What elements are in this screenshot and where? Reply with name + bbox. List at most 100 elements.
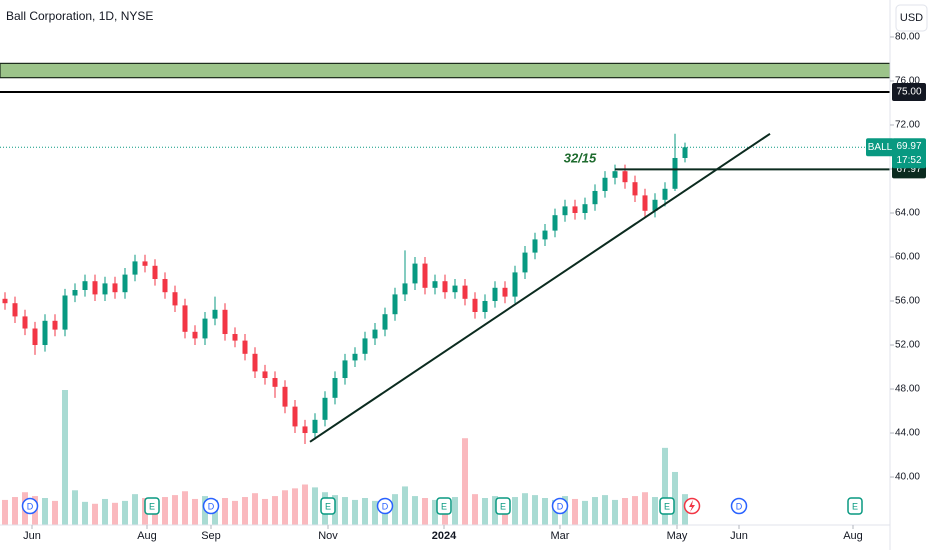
volume-bar — [592, 497, 598, 525]
candle-body — [392, 294, 398, 315]
candle-body — [382, 314, 388, 330]
candle-body — [162, 279, 168, 293]
candle-body — [492, 287, 498, 302]
volume-bar — [192, 498, 198, 525]
currency-button[interactable] — [895, 4, 928, 32]
candle-body — [552, 215, 558, 231]
event-label: D — [736, 501, 743, 511]
volume-bar — [622, 498, 628, 525]
volume-bar — [542, 498, 548, 525]
plot-area: 32/15 D E D E D E E D E D E — [0, 62, 891, 525]
volume-bar — [662, 447, 668, 525]
x-tick-label: Jun — [23, 530, 41, 542]
candle-body — [42, 320, 48, 346]
candle-body — [652, 199, 658, 211]
candle-body — [672, 157, 678, 189]
event-marker[interactable] — [495, 497, 511, 515]
candle-body — [342, 360, 348, 379]
candle-body — [82, 281, 88, 291]
volume-bar — [302, 484, 308, 525]
volume-bar — [292, 488, 298, 525]
candle-body — [362, 338, 368, 354]
event-marker[interactable] — [847, 497, 863, 515]
volume-bar — [522, 493, 528, 525]
trendline — [309, 132, 771, 443]
volume-bar — [352, 499, 358, 525]
y-tick-label: 60.00 — [895, 252, 920, 263]
y-tick-label: 52.00 — [895, 340, 920, 351]
event-label: D — [557, 501, 564, 511]
candle-body — [102, 283, 108, 295]
candle-body — [482, 301, 488, 313]
volume-bar — [102, 498, 108, 525]
x-tick-label: Jun — [730, 530, 748, 542]
volume-bar — [512, 497, 518, 525]
y-tick-label: 80.00 — [895, 32, 920, 43]
candle-body — [112, 283, 118, 293]
event-marker[interactable] — [144, 497, 160, 515]
candle-body — [292, 406, 298, 427]
resistance-label-box — [892, 82, 926, 101]
candle-body — [322, 397, 328, 420]
candle-body — [522, 252, 528, 273]
y-tick-label: 76.00 — [895, 76, 920, 87]
event-label: E — [325, 501, 331, 511]
volume-bar — [72, 490, 78, 525]
candle-body — [662, 188, 668, 200]
candle-body — [302, 426, 308, 434]
x-tick-label: 2024 — [432, 530, 457, 542]
x-tick-label: Nov — [318, 530, 338, 542]
volume-bar — [262, 498, 268, 525]
support-label: 67.97 — [896, 164, 921, 175]
volume-bar — [572, 498, 578, 525]
volume-bar — [492, 496, 498, 525]
candle-body — [572, 206, 578, 213]
candle-body — [242, 340, 248, 354]
volume-bar — [582, 500, 588, 525]
symbol-label: BALL — [868, 142, 893, 153]
candle-body — [62, 295, 68, 330]
event-marker — [21, 497, 39, 515]
x-tick-label: Mar — [551, 530, 570, 542]
volume-bar — [82, 501, 88, 525]
candle-body — [72, 290, 78, 296]
candle-body — [2, 298, 8, 304]
volume-bar — [612, 499, 618, 525]
y-tick-label: 72.00 — [895, 120, 920, 131]
event-marker[interactable] — [320, 497, 336, 515]
countdown: 17:52 — [896, 155, 921, 166]
x-tick-label: Aug — [843, 530, 863, 542]
event-marker[interactable] — [436, 497, 452, 515]
candle-body — [542, 230, 548, 240]
volume-bar — [112, 502, 118, 525]
candle-body — [152, 265, 158, 280]
candle-body — [312, 419, 318, 434]
event-label: D — [208, 501, 215, 511]
volume-bar — [632, 496, 638, 525]
volume-bar — [242, 497, 248, 525]
y-tick-label: 56.00 — [895, 296, 920, 307]
symbol-box — [866, 138, 894, 157]
candle-body — [642, 195, 648, 211]
candle-body — [172, 292, 178, 306]
candle-body — [272, 378, 278, 387]
event-marker — [202, 497, 220, 515]
event-label: E — [664, 501, 670, 511]
y-tick-label: 48.00 — [895, 384, 920, 395]
candle-body — [442, 281, 448, 293]
x-tick-label: May — [667, 530, 688, 542]
volume-bar — [672, 471, 678, 525]
event-label: E — [149, 501, 155, 511]
x-tick-label: Sep — [201, 530, 221, 542]
event-marker[interactable] — [659, 497, 675, 515]
volume-bar — [342, 497, 348, 525]
y-tick-label: 64.00 — [895, 208, 920, 219]
resistance-label: 75.00 — [896, 87, 921, 98]
candle-body — [412, 263, 418, 284]
candle-body — [562, 206, 568, 216]
chart-title: Ball Corporation, 1D, NYSE — [6, 9, 153, 23]
candle-body — [212, 309, 218, 319]
currency[interactable]: USD — [900, 12, 923, 24]
volume-bar — [362, 498, 368, 525]
event-label: D — [27, 501, 34, 511]
